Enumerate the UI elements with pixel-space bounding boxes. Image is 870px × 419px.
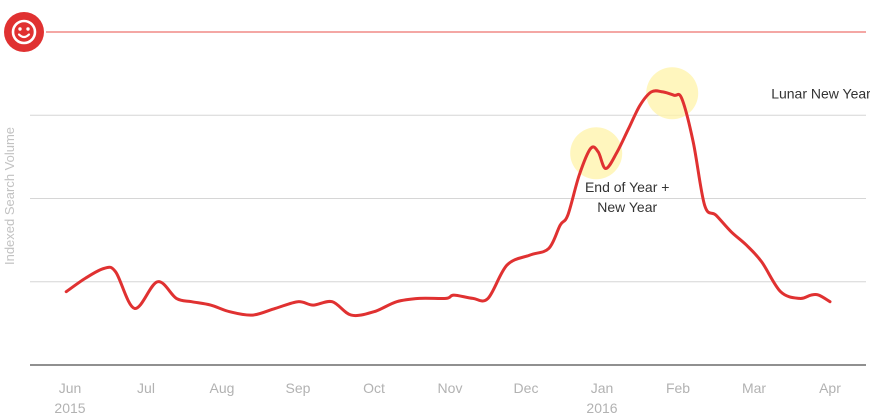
x-tick-label: Jun [59, 380, 82, 396]
x-tick-label: Sep [286, 380, 311, 396]
series-line [64, 89, 832, 318]
x-tick-year-label: 2016 [586, 400, 617, 416]
x-tick-label: Oct [363, 380, 385, 396]
annotation-label-end-of-year: End of Year + New Year [585, 179, 669, 215]
grid-layer [30, 31, 866, 366]
y-axis-title: Indexed Search Volume [2, 127, 17, 265]
x-tick-label: Feb [666, 380, 690, 396]
highlight-layer [570, 67, 699, 180]
x-tick-label: Apr [819, 380, 841, 396]
x-tick-label: Jan [591, 380, 614, 396]
annotation-layer: End of Year + New Year Lunar New Year [585, 85, 870, 215]
series-layer [64, 89, 832, 318]
annotation-line: End of Year + [585, 179, 669, 195]
annotation-line: New Year [597, 199, 657, 215]
smiley-icon [4, 12, 44, 52]
x-tick-label: Aug [210, 380, 235, 396]
x-tick-label: Mar [742, 380, 766, 396]
annotation-highlight [570, 127, 623, 180]
x-tick-label: Nov [438, 380, 463, 396]
axis-layer: Jun 2015 Jul Aug Sep Oct Nov Dec Jan 2016 Feb Mar Ap… [54, 380, 841, 416]
x-tick-label: Dec [514, 380, 539, 396]
annotation-label-lunar-new-year: Lunar New Year [771, 85, 870, 101]
x-tick-year-label: 2015 [54, 400, 85, 416]
x-tick-label: Jul [137, 380, 155, 396]
